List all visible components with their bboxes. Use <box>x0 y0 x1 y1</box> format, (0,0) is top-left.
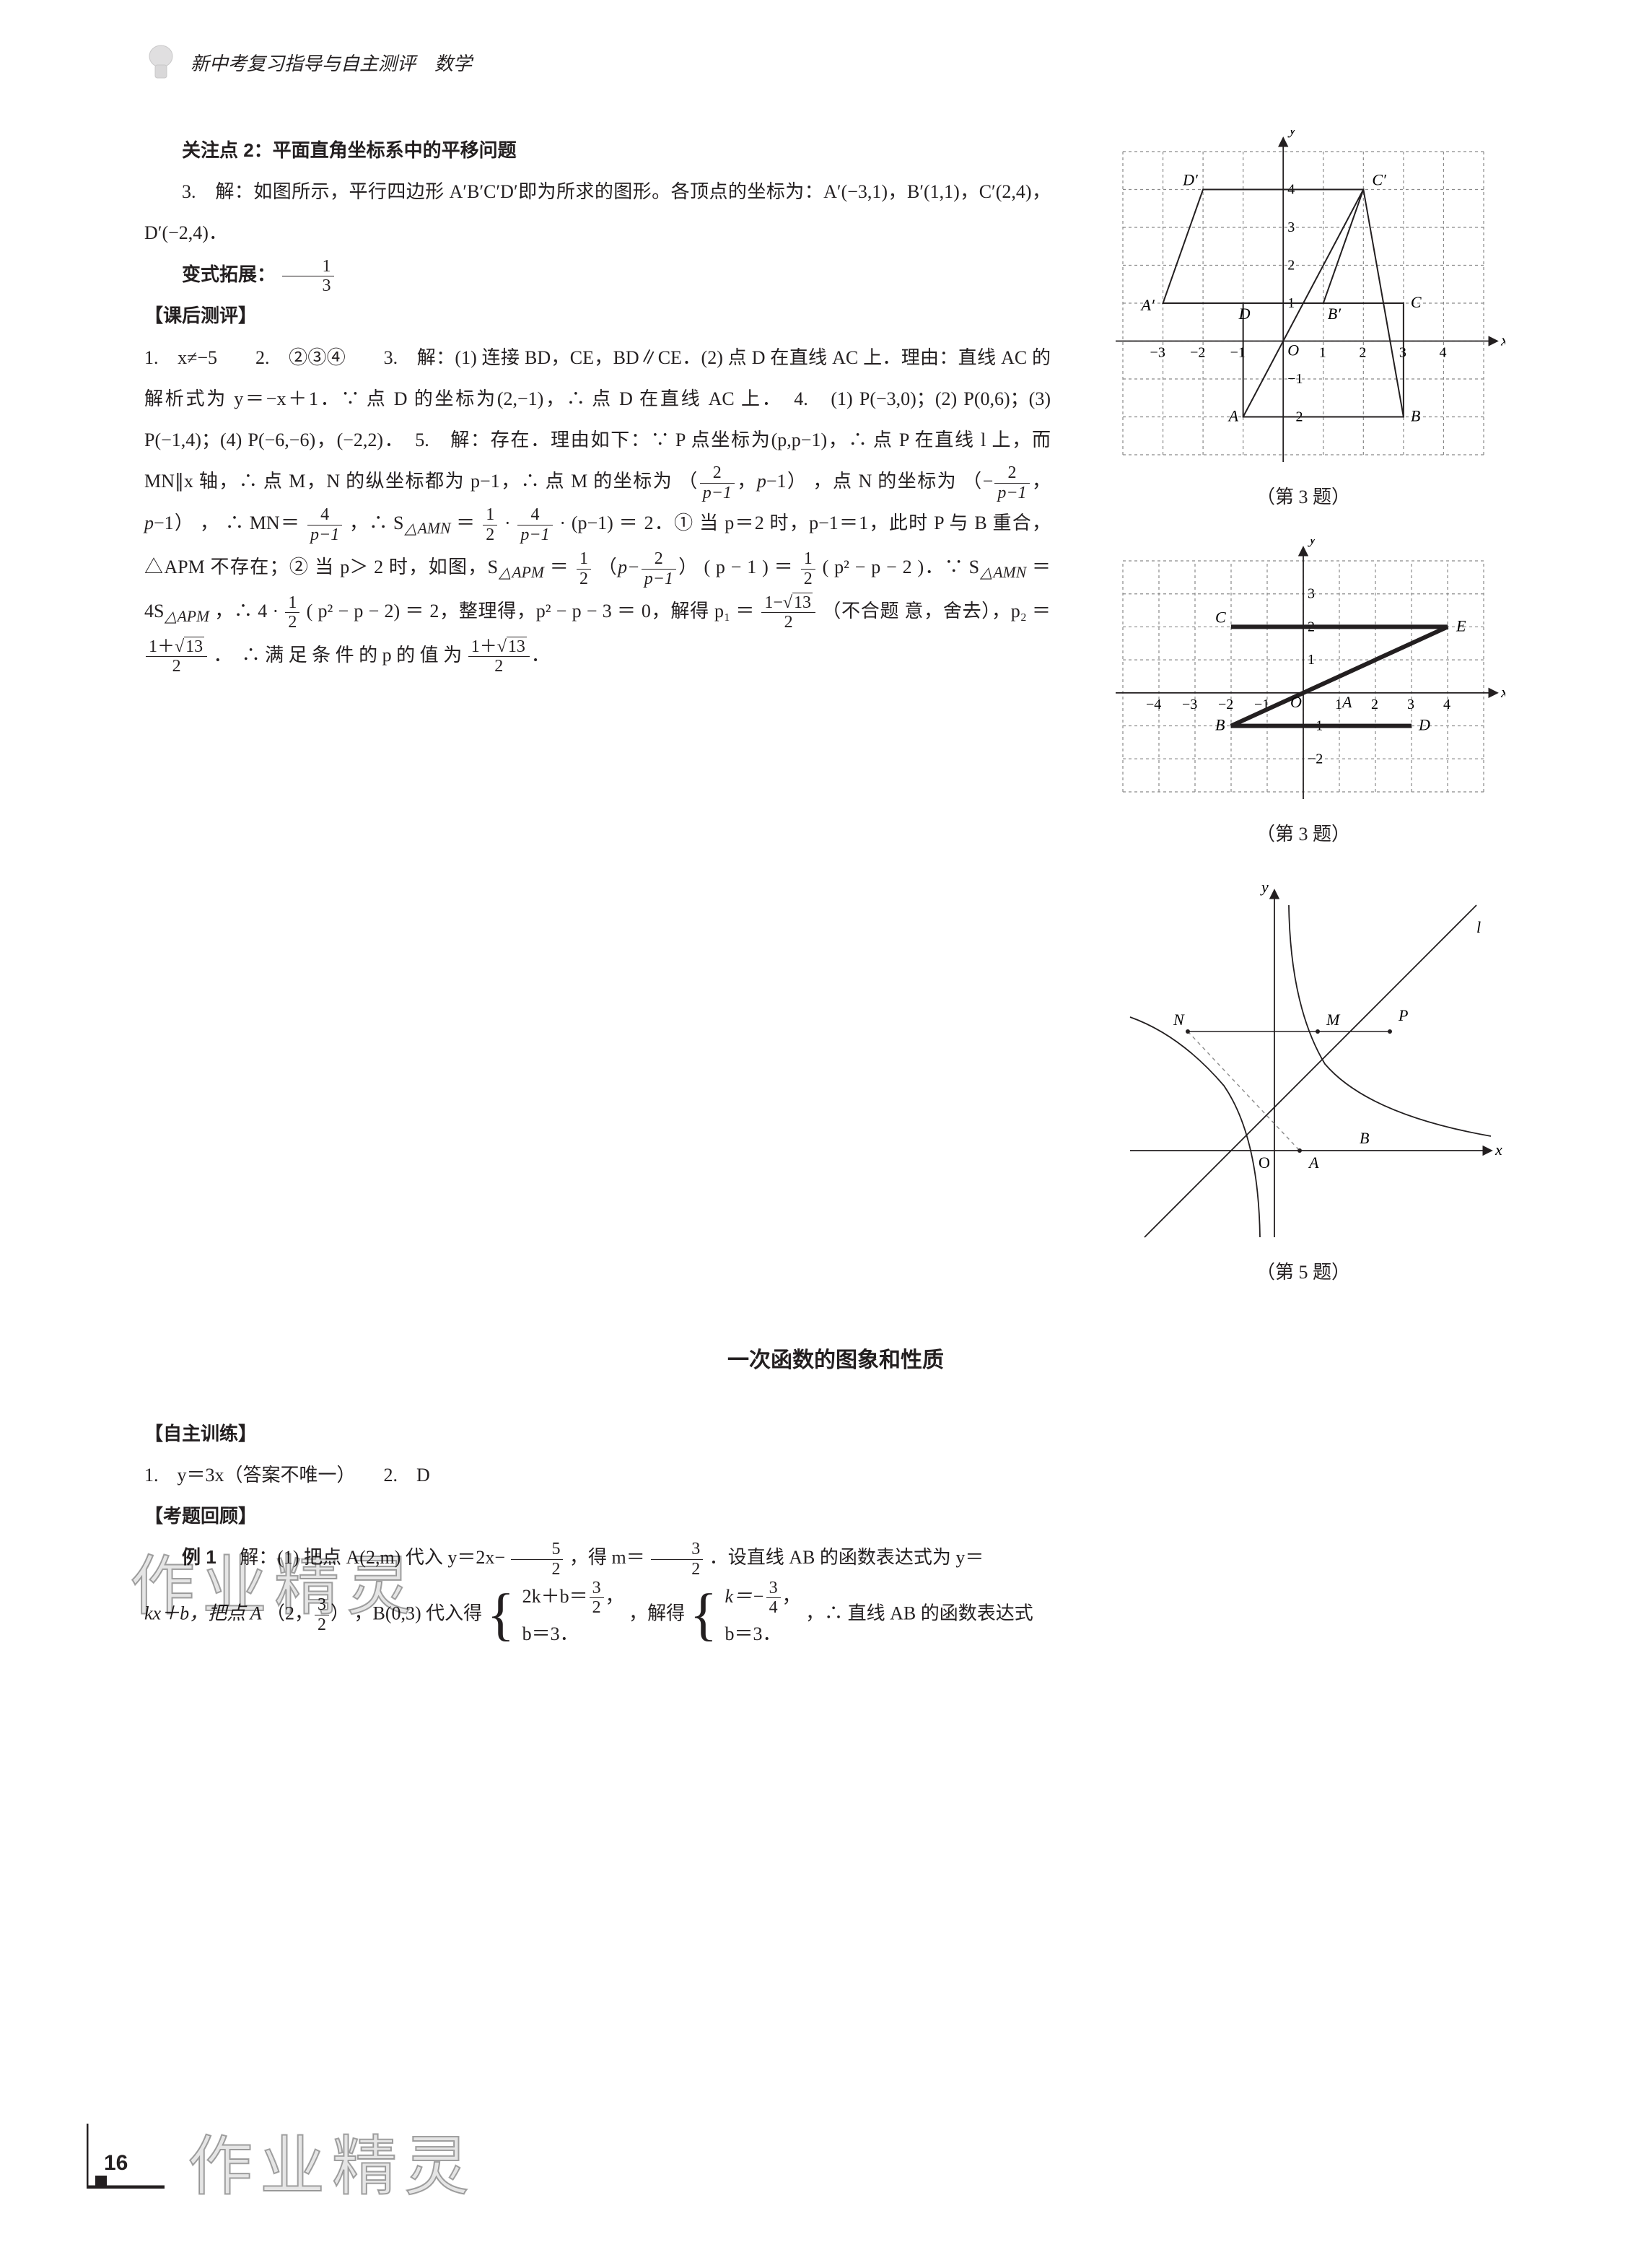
svg-text:y: y <box>1308 539 1316 547</box>
frac-p2: 1＋13 2 <box>146 637 207 676</box>
svg-text:x: x <box>1500 683 1505 701</box>
frac-final: 1＋13 2 <box>468 637 530 676</box>
svg-text:4: 4 <box>1443 697 1450 712</box>
variant-label: 变式拓展： <box>182 263 276 285</box>
svg-text:M: M <box>1326 1011 1341 1029</box>
svg-text:P: P <box>1398 1006 1408 1024</box>
section-title: 一次函数的图象和性质 <box>144 1337 1527 1384</box>
svg-text:A: A <box>1341 693 1352 711</box>
ex1-label: 例 1 <box>182 1546 216 1568</box>
svg-text:C: C <box>1215 609 1226 627</box>
svg-text:1: 1 <box>1335 697 1342 712</box>
svg-text:B: B <box>1411 407 1420 425</box>
svg-text:2: 2 <box>1287 258 1295 274</box>
svg-text:B: B <box>1215 716 1225 734</box>
svg-text:−2: −2 <box>1218 697 1233 712</box>
coord-M: （2p−1，p−1） <box>678 471 807 492</box>
svg-text:−3: −3 <box>1150 345 1165 361</box>
brace-icon-2: { <box>690 1586 717 1644</box>
example-1: 例 1 解：(1) 把点 A(2,m) 代入 y＝2x− 52 ，得 m＝ 32… <box>144 1537 1527 1579</box>
svg-text:4: 4 <box>1439 345 1446 361</box>
frac-mn: 4p−1 <box>307 505 342 544</box>
solution-3: 3. 解：如图所示，平行四边形 A′B′C′D′即为所求的图形。各顶点的坐标为：… <box>144 171 1051 253</box>
svg-text:N: N <box>1173 1011 1185 1029</box>
page-header: 新中考复习指导与自主测评 数学 <box>144 43 472 85</box>
svg-text:A′: A′ <box>1140 296 1155 314</box>
brace-icon: { <box>487 1586 515 1644</box>
svg-text:D: D <box>1418 716 1430 734</box>
system-2: k＝−34， b＝3． <box>725 1579 801 1652</box>
variant-fraction: 1 3 <box>282 257 334 296</box>
page-footer: 16 <box>87 2124 166 2189</box>
fig3a-caption: （第 3 题） <box>1080 476 1527 518</box>
self-train-body: 1. y＝3x（答案不唯一） 2. D <box>144 1454 1527 1496</box>
after-class-heading: 【课后测评】 <box>144 295 1051 336</box>
svg-text:O: O <box>1259 1153 1270 1172</box>
svg-text:y: y <box>1260 878 1269 896</box>
svg-text:A: A <box>1308 1153 1319 1172</box>
figure-3a: −3−2−11234−2−11234xyD′C′A′B′DCABO <box>1101 130 1505 476</box>
example-1-line2: kx＋b，把点 A （2，32） ，B(0,3) 代入得 { 2k＋b＝32， … <box>144 1579 1527 1652</box>
focus-title: 关注点 2：平面直角坐标系中的平移问题 <box>144 130 1051 171</box>
review-heading: 【考题回顾】 <box>144 1496 1527 1537</box>
svg-text:−2: −2 <box>1308 751 1323 767</box>
svg-text:x: x <box>1500 331 1505 349</box>
svg-text:1: 1 <box>1319 345 1326 361</box>
svg-text:D′: D′ <box>1182 171 1199 189</box>
lamp-icon <box>144 43 178 85</box>
svg-text:D: D <box>1238 305 1251 323</box>
svg-text:1: 1 <box>1308 652 1315 668</box>
svg-text:B′: B′ <box>1328 305 1342 323</box>
page-number: 16 <box>104 2140 128 2187</box>
svg-text:−3: −3 <box>1182 697 1197 712</box>
header-title: 新中考复习指导与自主测评 数学 <box>191 43 472 84</box>
svg-text:B: B <box>1360 1129 1369 1147</box>
svg-text:C′: C′ <box>1372 171 1387 189</box>
svg-text:3: 3 <box>1407 697 1414 712</box>
svg-text:O: O <box>1287 341 1299 359</box>
after-class-body: 1. x≠−5 2. ②③④ 3. 解：(1) 连接 BD，CE，BD∥CE．(… <box>144 337 1051 676</box>
frac-p1: 1−13 2 <box>761 593 815 632</box>
svg-text:−4: −4 <box>1146 697 1161 712</box>
svg-text:3: 3 <box>1287 219 1295 235</box>
svg-text:−1: −1 <box>1287 371 1303 387</box>
figure-5: x y O l A B M N P <box>1101 876 1505 1252</box>
svg-text:l: l <box>1476 918 1481 936</box>
svg-text:E: E <box>1456 617 1466 635</box>
svg-text:O: O <box>1290 693 1302 711</box>
svg-text:2: 2 <box>1371 697 1378 712</box>
svg-text:y: y <box>1287 130 1296 138</box>
svg-text:2: 2 <box>1359 345 1366 361</box>
svg-text:C: C <box>1411 293 1422 311</box>
svg-text:A: A <box>1227 407 1239 425</box>
svg-text:x: x <box>1494 1140 1502 1159</box>
watermark-2: 作业精灵 <box>188 2096 476 2239</box>
self-train-heading: 【自主训练】 <box>144 1413 1527 1454</box>
svg-text:−2: −2 <box>1190 345 1205 361</box>
fig3b-caption: （第 3 题） <box>1080 814 1527 855</box>
system-1: 2k＋b＝32， b＝3． <box>522 1579 624 1652</box>
figure-3b: −4−3−2−11234−2−1123xyCEABDO <box>1101 539 1505 814</box>
variant-line: 变式拓展： 1 3 <box>144 254 1051 296</box>
fig5-caption: （第 5 题） <box>1080 1252 1527 1293</box>
svg-text:3: 3 <box>1308 586 1315 602</box>
